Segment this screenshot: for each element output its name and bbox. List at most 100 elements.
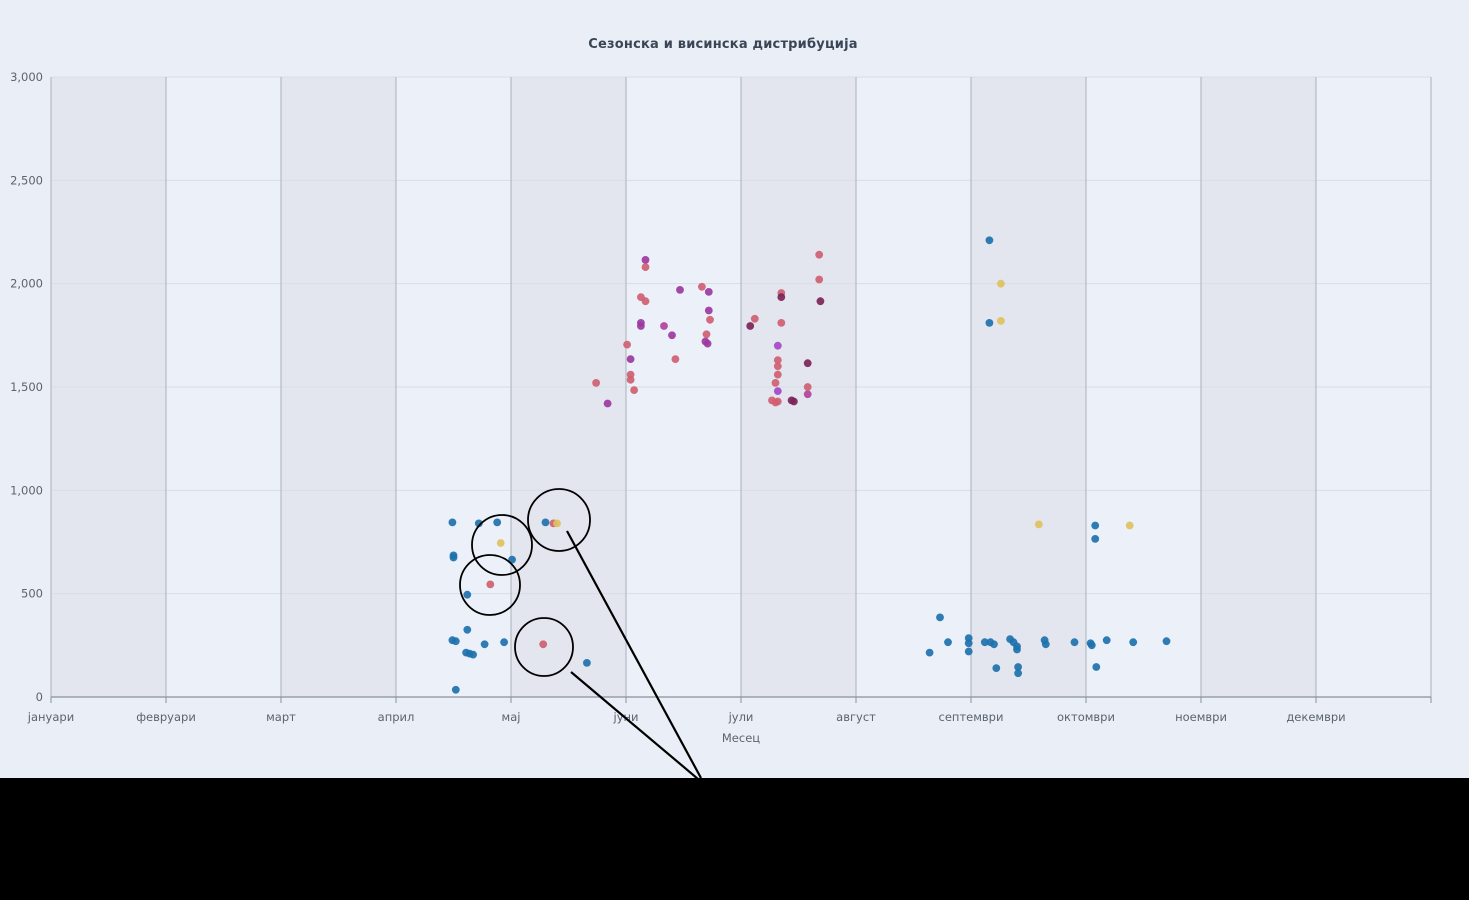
data-point[interactable] [630,386,638,394]
annotation-circle [471,514,533,576]
data-point[interactable] [773,362,782,371]
data-point[interactable] [702,330,711,339]
data-point[interactable] [703,339,712,348]
data-point[interactable] [641,256,650,264]
data-point[interactable] [803,390,812,399]
x-tick-label: април [378,710,415,724]
scatter-chart: 0 500 1,000 1,500 2,000 2,500 3,000 јануари февр… [10,70,1432,778]
data-point[interactable] [815,250,824,259]
data-point[interactable] [1102,636,1111,645]
data-point[interactable] [480,640,489,649]
data-point[interactable] [1162,637,1171,646]
data-point[interactable] [936,613,944,622]
x-tick-label: февруари [136,710,196,724]
x-tick-label: септември [939,710,1004,724]
x-tick-label: мај [502,710,521,724]
data-point[interactable] [704,288,713,296]
data-point[interactable] [463,625,472,634]
data-point[interactable] [592,379,600,387]
data-point[interactable] [637,322,645,330]
data-point[interactable] [773,356,782,364]
data-point[interactable] [964,647,973,656]
data-point[interactable] [508,555,516,564]
annotation-circle [459,554,521,616]
data-point[interactable] [583,659,591,667]
data-point[interactable] [626,375,635,384]
data-point[interactable] [553,519,561,528]
data-point[interactable] [671,355,680,363]
data-point[interactable] [980,638,989,647]
data-point[interactable] [676,286,684,294]
data-point[interactable] [1091,521,1100,530]
data-point[interactable] [750,314,759,323]
data-point[interactable] [641,263,650,271]
data-point[interactable] [992,664,1001,672]
data-point[interactable] [1087,641,1096,650]
data-point[interactable] [1070,638,1079,647]
data-point[interactable] [698,282,706,291]
data-point[interactable] [623,340,631,349]
data-point[interactable] [486,580,495,589]
data-point[interactable] [997,317,1005,325]
data-point[interactable] [985,319,994,327]
data-point[interactable] [1091,535,1100,543]
data-point[interactable] [1014,663,1022,671]
x-tick-label: декември [1286,710,1345,724]
x-axis-title: Месец [722,731,760,745]
data-point[interactable] [803,359,812,368]
data-point[interactable] [1092,663,1101,671]
data-point[interactable] [541,518,550,527]
data-point[interactable] [451,685,460,694]
data-point[interactable] [469,650,477,659]
data-point[interactable] [773,341,782,350]
data-point[interactable] [1041,640,1050,649]
data-point[interactable] [803,383,812,391]
y-tick-label: 2,500 [10,173,43,187]
data-point[interactable] [493,518,502,527]
data-point[interactable] [448,518,457,527]
y-tick-label: 1,500 [10,380,43,394]
data-point[interactable] [706,315,714,324]
bottom-black-panel [0,778,1469,900]
data-point[interactable] [777,319,786,327]
data-point[interactable] [474,519,483,528]
data-point[interactable] [997,279,1005,288]
data-point[interactable] [660,322,668,330]
data-point[interactable] [463,590,472,599]
data-point[interactable] [1129,638,1138,647]
chart-title: Сезонска и висинска дистрибуција [588,37,858,52]
data-point[interactable] [790,397,798,406]
y-tick-label: 0 [36,690,43,704]
data-point[interactable] [641,297,650,306]
data-point[interactable] [704,306,713,315]
data-point[interactable] [539,640,548,649]
data-point[interactable] [964,639,973,648]
data-point[interactable] [925,648,934,657]
data-point[interactable] [777,293,786,301]
data-point[interactable] [773,387,782,395]
data-point[interactable] [944,638,952,647]
data-point[interactable] [626,355,635,363]
data-point[interactable] [603,399,612,408]
data-point[interactable] [668,331,676,340]
data-point[interactable] [1013,645,1021,654]
data-point[interactable] [816,297,825,306]
data-point[interactable] [773,370,782,379]
data-point[interactable] [496,539,505,547]
data-point[interactable] [1034,520,1043,529]
data-point[interactable] [990,640,998,649]
data-point[interactable] [500,638,508,647]
x-tick-label: јануари [27,710,74,724]
data-point[interactable] [1125,521,1134,530]
data-point[interactable] [449,553,458,562]
data-point[interactable] [1014,669,1022,678]
data-point[interactable] [773,397,782,406]
data-point[interactable] [451,637,460,646]
data-point[interactable] [746,322,755,330]
annotation-circle [527,488,591,552]
y-tick-label: 3,000 [10,70,43,84]
data-point[interactable] [815,275,824,284]
data-point[interactable] [985,236,994,245]
data-point[interactable] [771,379,780,387]
